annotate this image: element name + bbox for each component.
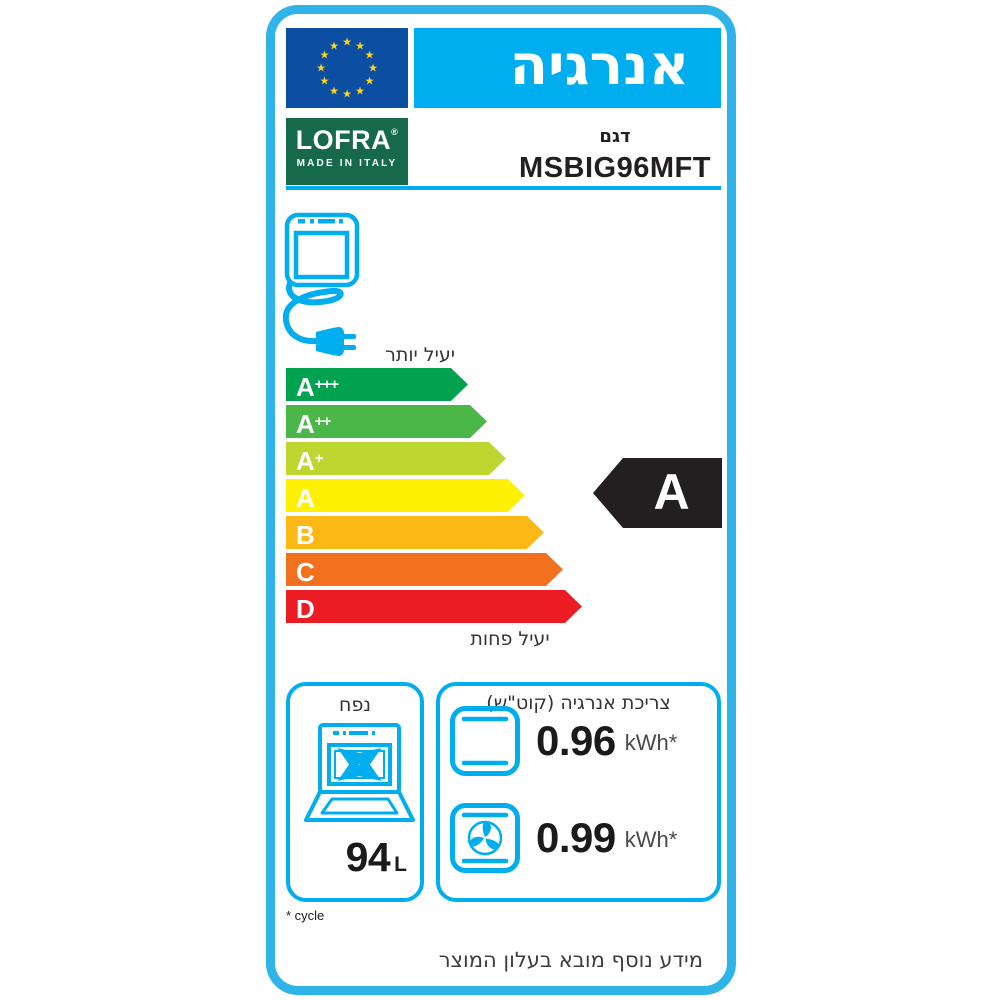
header-divider <box>286 186 721 190</box>
star-icon: ★ <box>355 39 365 52</box>
brand-logo: LOFRA® MADE IN ITALY <box>286 118 408 185</box>
star-icon: ★ <box>342 87 352 101</box>
brand-name: LOFRA® <box>286 127 408 154</box>
more-efficient-label: יעיל יותר <box>385 344 455 366</box>
rating-letter: A <box>653 464 690 520</box>
volume-unit: L <box>394 853 407 876</box>
star-icon: ★ <box>368 61 378 75</box>
class-arrow-a: A <box>286 479 525 512</box>
class-arrow-a2: A++ <box>286 405 487 438</box>
class-letter: B <box>296 520 315 550</box>
class-letter: A+ <box>296 446 323 476</box>
fan-consumption-row: 0.99 kWh* <box>450 803 677 873</box>
energy-title-band: אנרגיה <box>414 28 721 108</box>
star-icon: ★ <box>319 74 330 88</box>
eu-flag-icon: ★ ★ ★ ★ ★ ★ ★ ★ ★ ★ ★ ★ <box>286 28 408 108</box>
star-icon: ★ <box>329 84 339 97</box>
class-letter: A+++ <box>296 372 339 402</box>
consumption-box: צריכת אנרגיה (קוט"ש) 0.96 kWh* 0.99 kWh* <box>436 682 721 902</box>
class-letter: C <box>296 557 315 587</box>
bottom-note: מידע נוסף מובא בעלון המוצר <box>438 948 703 972</box>
oven-open-door-icon <box>304 723 415 822</box>
consumption-label: צריכת אנרגיה (קוט"ש) <box>486 692 671 714</box>
oven-plug-icon <box>283 212 360 356</box>
conventional-consumption-row: 0.96 kWh* <box>450 706 677 776</box>
volume-label: נפח <box>339 694 371 716</box>
conventional-unit: kWh* <box>624 730 678 755</box>
star-icon: ★ <box>316 61 326 75</box>
star-icon: ★ <box>364 48 375 62</box>
model-value: MSBIG96MFT <box>519 152 711 184</box>
class-arrow-a1: A+ <box>286 442 506 475</box>
less-efficient-label: יעיל פחות <box>470 628 550 650</box>
fan-unit: kWh* <box>624 827 678 852</box>
brand-tagline: MADE IN ITALY <box>296 158 398 169</box>
oven-conventional-icon <box>450 706 520 776</box>
model-label: דגם <box>599 126 631 147</box>
class-letter: A++ <box>296 409 331 439</box>
fan-value: 0.99 <box>536 814 616 861</box>
rating-arrow: A <box>593 458 722 528</box>
star-icon: ★ <box>355 84 365 97</box>
energy-title: אנרגיה <box>509 33 690 98</box>
volume-box: נפח 94 L <box>286 682 424 902</box>
class-arrow-d: D <box>286 590 582 623</box>
class-letter: D <box>296 594 315 624</box>
class-arrow-c: C <box>286 553 563 586</box>
brand-name-text: LOFRA <box>295 125 392 155</box>
volume-value-line: 94 L <box>346 834 407 881</box>
star-icon: ★ <box>342 35 352 49</box>
conventional-value: 0.96 <box>536 717 616 764</box>
cycle-footnote: * cycle <box>286 908 325 923</box>
class-letter: A <box>296 483 315 513</box>
class-arrow-b: B <box>286 516 544 549</box>
model-block: דגם MSBIG96MFT <box>495 126 735 185</box>
star-icon: ★ <box>319 48 330 62</box>
star-icon: ★ <box>329 39 339 52</box>
volume-value: 94 <box>345 834 391 880</box>
class-arrow-a3: A+++ <box>286 368 468 401</box>
star-icon: ★ <box>364 74 375 88</box>
oven-fan-icon <box>450 803 520 873</box>
registered-mark: ® <box>391 127 399 137</box>
